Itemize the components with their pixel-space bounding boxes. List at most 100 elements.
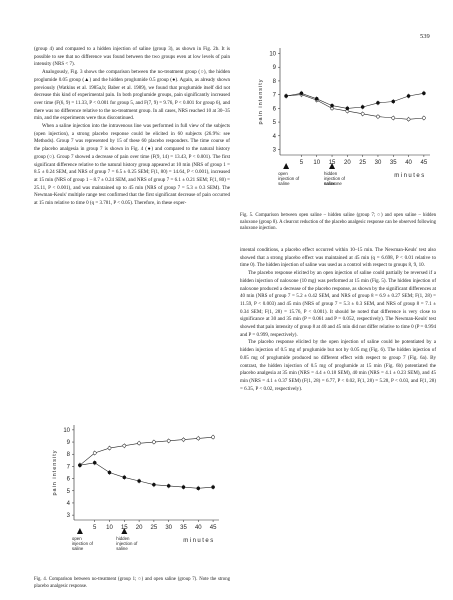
data-point <box>122 443 127 448</box>
x-tick-label: 5 <box>300 160 304 166</box>
y-tick-label: 9 <box>273 65 277 71</box>
y-tick-label: 7 <box>67 464 71 470</box>
paragraph: Analogously, Fig. 3 shows the comparison… <box>34 69 230 122</box>
marker-label: injection of <box>324 176 346 181</box>
marker-label: saline <box>116 546 128 551</box>
marker-label: open <box>72 536 82 541</box>
data-point <box>330 103 334 108</box>
paragraph: The placebo response elicited by an open… <box>240 270 436 338</box>
marker-label: hidden <box>324 171 338 176</box>
data-point <box>360 111 365 116</box>
x-tick-label: 40 <box>405 160 412 166</box>
data-point <box>211 485 215 489</box>
data-point <box>181 485 186 489</box>
x-tick-label: 40 <box>195 525 202 531</box>
paragraph: The placebo response elicited by the ope… <box>240 339 436 392</box>
data-point <box>345 106 350 111</box>
injection-arrow-icon <box>283 163 290 169</box>
data-point <box>406 117 411 122</box>
x-tick-label: 10 <box>313 160 320 166</box>
y-axis-label: pain intensity <box>258 78 264 124</box>
series-line <box>286 94 424 120</box>
data-point <box>181 437 186 442</box>
y-tick-label: 5 <box>67 489 71 495</box>
y-tick-label: 7 <box>273 93 277 99</box>
data-point <box>376 101 380 105</box>
y-tick-label: 3 <box>67 513 71 519</box>
x-tick-label: 20 <box>344 160 351 166</box>
data-point <box>152 482 156 487</box>
x-tick-label: 5 <box>93 525 97 531</box>
y-tick-label: 9 <box>67 440 71 446</box>
y-axis-label: pain intensity <box>52 449 58 495</box>
page-number: 539 <box>420 33 430 40</box>
data-point <box>122 475 127 480</box>
y-tick-label: 8 <box>273 79 277 85</box>
x-tick-label: 45 <box>210 525 217 531</box>
right-column-text: imental conditions, a placebo effect occ… <box>240 247 436 393</box>
data-point <box>137 441 141 446</box>
data-point <box>284 94 288 98</box>
data-point <box>391 99 396 104</box>
data-point <box>406 94 411 98</box>
data-point <box>314 96 319 101</box>
data-point <box>166 484 171 488</box>
series-line <box>79 462 214 489</box>
figure-5-caption: Fig. 5. Comparison between open saline –… <box>240 213 436 232</box>
data-point <box>92 460 97 465</box>
data-point <box>137 479 141 483</box>
data-point <box>92 451 97 455</box>
series-line <box>286 92 424 109</box>
left-column-text: (group 4) and compared to a hidden injec… <box>34 46 230 208</box>
marker-label: saline <box>72 546 84 551</box>
data-point <box>376 114 380 119</box>
x-tick-label: 25 <box>359 160 366 166</box>
x-tick-label: 15 <box>121 525 128 531</box>
data-point <box>107 470 112 475</box>
marker-label: injection of <box>116 541 138 546</box>
marker-label: injection of <box>72 541 94 546</box>
y-tick-label: 5 <box>273 120 277 126</box>
x-tick-label: 35 <box>390 160 397 166</box>
marker-label: injection of <box>278 176 300 181</box>
marker-label: saline <box>278 181 290 186</box>
injection-arrow-icon <box>329 163 336 169</box>
injection-arrow-icon <box>121 528 128 534</box>
y-tick-label: 6 <box>67 477 71 483</box>
x-axis-label: minutes <box>394 173 426 179</box>
series-line <box>79 436 214 466</box>
data-point <box>166 438 171 443</box>
y-tick-label: 10 <box>63 428 70 434</box>
paragraph: imental conditions, a placebo effect occ… <box>240 247 436 269</box>
data-point <box>360 105 365 109</box>
data-point <box>422 116 426 120</box>
x-tick-label: 30 <box>375 160 382 166</box>
data-point <box>391 116 396 120</box>
injection-arrow-icon <box>76 528 83 534</box>
x-tick-label: 15 <box>329 160 336 166</box>
figure-4-caption: Fig. 4. Comparison between no-treatment … <box>34 577 230 589</box>
data-point <box>107 446 112 450</box>
x-tick-label: 10 <box>106 525 113 531</box>
data-point <box>299 91 304 96</box>
marker-label: hidden <box>116 536 130 541</box>
x-tick-label: 30 <box>165 525 172 531</box>
x-tick-label: 20 <box>136 525 143 531</box>
y-tick-label: 3 <box>273 148 277 154</box>
y-tick-label: 6 <box>273 106 277 112</box>
marker-label: open <box>278 171 288 176</box>
y-tick-label: 4 <box>273 134 277 140</box>
data-point <box>196 486 201 491</box>
data-point <box>152 440 156 444</box>
y-tick-label: 8 <box>67 452 71 458</box>
marker-label: saline <box>324 181 336 186</box>
x-tick-label: 35 <box>180 525 187 531</box>
paragraph: (group 4) and compared to a hidden injec… <box>34 46 230 68</box>
x-axis-label: minutes <box>183 538 215 544</box>
y-tick-label: 10 <box>269 51 276 57</box>
y-tick-label: 4 <box>67 501 71 507</box>
data-point <box>78 463 82 468</box>
x-tick-label: 45 <box>421 160 428 166</box>
